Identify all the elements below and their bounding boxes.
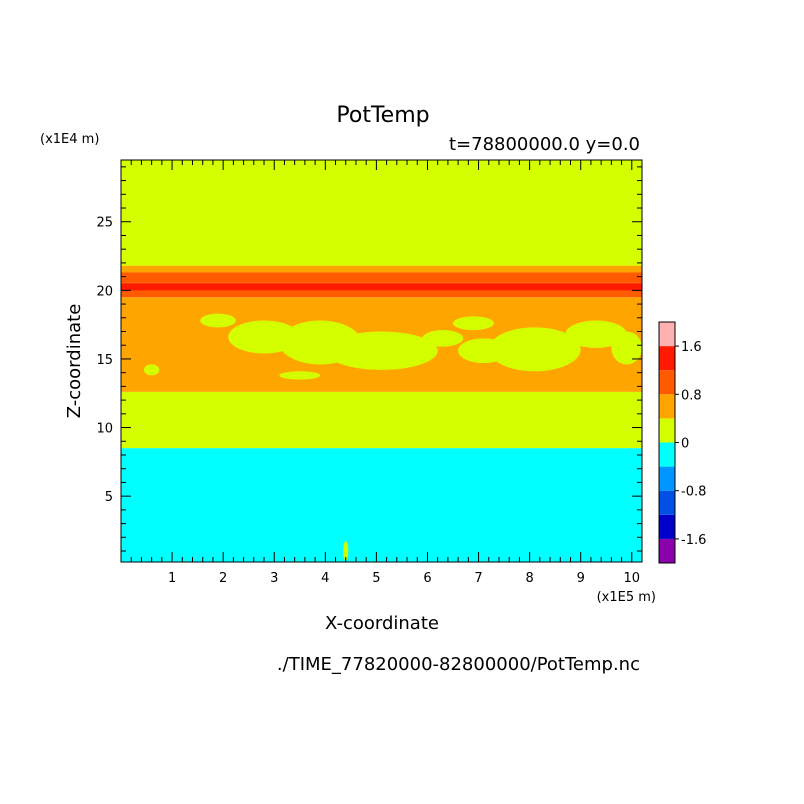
x-tick-label-5: 5 — [372, 571, 380, 586]
patch-7 — [488, 327, 581, 372]
colorbar-segment-7 — [659, 370, 675, 395]
y-tick-labels: 5 10 15 20 25 — [96, 216, 113, 505]
colorbar-segment-6 — [659, 394, 675, 419]
x-tick-label-4: 4 — [321, 571, 329, 586]
colorbar-segment-0 — [659, 538, 675, 563]
y-tick-label-15: 15 — [96, 353, 113, 368]
patch-10 — [143, 364, 160, 376]
colorbar-label-2: 0 — [681, 437, 689, 452]
colorbar-labels: -1.6 -0.8 0 0.8 1.6 — [681, 340, 706, 548]
y-tick-label-25: 25 — [96, 216, 113, 231]
chart-subtitle: t=78800000.0 y=0.0 — [449, 134, 640, 155]
patch-3 — [325, 331, 438, 370]
x-tick-label-8: 8 — [525, 571, 533, 586]
x-axis-label: X-coordinate — [325, 613, 439, 634]
chart-title: PotTemp — [336, 103, 429, 128]
colorbar-segment-5 — [659, 418, 675, 443]
x-tick-label-7: 7 — [474, 571, 482, 586]
colorbar-label-4: 1.6 — [681, 340, 702, 355]
patch-9 — [611, 331, 642, 365]
patch-0 — [200, 313, 236, 328]
colorbar-segment-2 — [659, 490, 675, 515]
source-file-label: ./TIME_77820000-82800000/PotTemp.nc — [277, 654, 640, 675]
band-0 — [121, 448, 642, 562]
colorbar-segment-1 — [659, 514, 675, 539]
band-7 — [121, 160, 642, 266]
colorbar-label-0: -1.6 — [681, 533, 706, 548]
patch-8 — [565, 320, 627, 348]
axis-ticks — [121, 160, 643, 562]
y-tick-label-10: 10 — [96, 422, 113, 437]
patch-5 — [453, 316, 494, 331]
x-tick-labels: 1 2 3 4 5 6 7 8 9 10 — [168, 571, 640, 586]
x-tick-label-3: 3 — [270, 571, 278, 586]
colorbar-segment-8 — [659, 346, 675, 371]
plot-frame — [120, 159, 643, 563]
colorbar — [658, 321, 679, 564]
band-6 — [121, 265, 642, 273]
x-tick-label-2: 2 — [219, 571, 227, 586]
y-axis-label: Z-coordinate — [64, 304, 85, 419]
band-4 — [121, 283, 642, 291]
x-tick-label-1: 1 — [168, 571, 176, 586]
x-tick-label-10: 10 — [624, 571, 641, 586]
colorbar-segment-9 — [659, 322, 675, 347]
patch-11 — [279, 371, 321, 380]
y-scale-label: (x1E4 m) — [40, 132, 99, 147]
patch-4 — [422, 330, 464, 347]
x-scale-label: (x1E5 m) — [597, 590, 656, 605]
patch-12 — [343, 541, 349, 561]
colorbar-segment-3 — [659, 466, 675, 491]
x-tick-label-9: 9 — [577, 571, 585, 586]
y-tick-label-20: 20 — [96, 284, 113, 299]
band-1 — [121, 391, 642, 449]
colorbar-label-3: 0.8 — [681, 388, 702, 403]
colorbar-segment-4 — [659, 442, 675, 467]
plot-area — [121, 160, 642, 562]
colorbar-label-1: -0.8 — [681, 485, 706, 500]
x-tick-label-6: 6 — [423, 571, 431, 586]
band-5 — [121, 272, 642, 283]
y-tick-label-5: 5 — [105, 490, 113, 505]
